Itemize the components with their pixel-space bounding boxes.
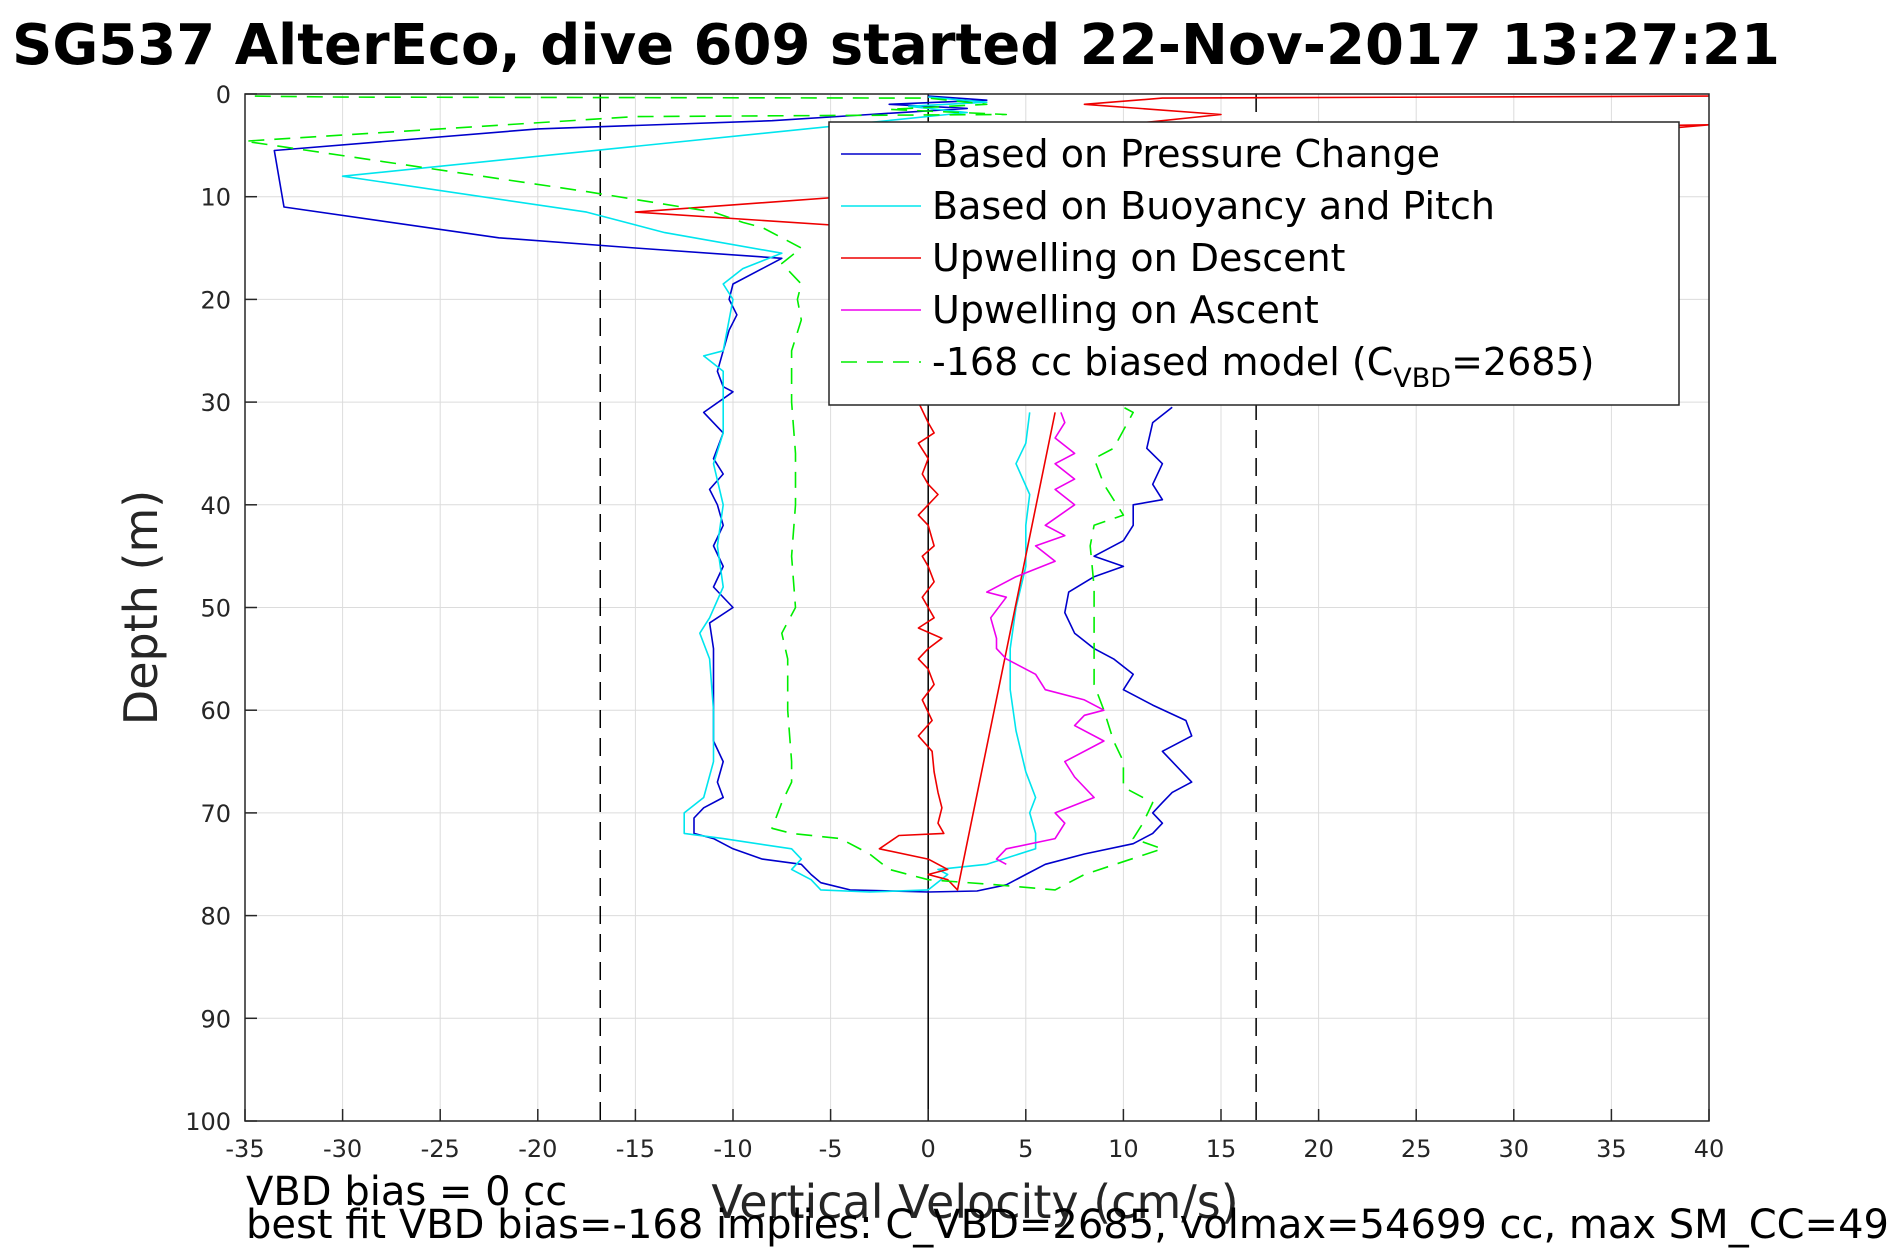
y-tick-label: 60 <box>200 697 231 725</box>
series-line-3 <box>985 412 1105 866</box>
chart-title: SG537 AlterEco, dive 609 started 22-Nov-… <box>12 13 1780 78</box>
series-line-1 <box>341 96 1037 893</box>
x-tick-label: 40 <box>1694 1135 1725 1163</box>
series-line-4 <box>245 95 1164 891</box>
legend-label: -168 cc biased model (CVBD=2685) <box>932 340 1594 394</box>
annotation-vbd-bias: VBD bias = 0 cc <box>246 1169 567 1215</box>
y-tick-label: 70 <box>200 800 231 828</box>
y-tick-label: 80 <box>200 903 231 931</box>
y-tick-label: 20 <box>200 286 231 314</box>
x-tick-label: 30 <box>1499 1135 1530 1163</box>
x-tick-label: -5 <box>819 1135 843 1163</box>
y-tick-label: 30 <box>200 389 231 417</box>
x-tick-label: 35 <box>1596 1135 1627 1163</box>
x-tick-label: 20 <box>1303 1135 1334 1163</box>
legend-label: Upwelling on Descent <box>932 236 1345 280</box>
axis-ticks: -35 -30 -25 -20 -15 -10 -5 0 5 10 15 20 25 30 35 40 0 10 2… <box>185 81 1724 1163</box>
legend-label: Based on Pressure Change <box>932 132 1440 176</box>
x-tick-label: 0 <box>921 1135 936 1163</box>
x-tick-label: -10 <box>713 1135 752 1163</box>
y-axis-label: Depth (m) <box>114 490 168 725</box>
x-tick-label: -35 <box>225 1135 264 1163</box>
y-tick-label: 40 <box>200 492 231 520</box>
x-tick-label: -15 <box>616 1135 655 1163</box>
legend-box <box>828 121 1680 406</box>
x-tick-label: -30 <box>323 1135 362 1163</box>
x-tick-label: 10 <box>1108 1135 1139 1163</box>
y-tick-label: 0 <box>216 81 231 109</box>
legend-label: Based on Buoyancy and Pitch <box>932 184 1495 228</box>
x-tick-label: -25 <box>421 1135 460 1163</box>
y-tick-label: 90 <box>200 1005 231 1033</box>
annotation-best-fit: best fit VBD bias=-168 implies: C_VBD=26… <box>246 1202 1890 1248</box>
y-tick-label: 10 <box>200 184 231 212</box>
x-tick-label: 15 <box>1206 1135 1237 1163</box>
legend-label: Upwelling on Ascent <box>932 288 1319 332</box>
x-axis-label: Vertical Velocity (cm/s) <box>711 1175 1238 1229</box>
legend: Based on Pressure Change Based on Buoyanc… <box>828 121 1680 406</box>
y-tick-label: 50 <box>200 595 231 623</box>
x-tick-label: -20 <box>518 1135 557 1163</box>
y-tick-label: 100 <box>185 1108 231 1136</box>
x-tick-label: 25 <box>1401 1135 1432 1163</box>
x-tick-label: 5 <box>1018 1135 1033 1163</box>
